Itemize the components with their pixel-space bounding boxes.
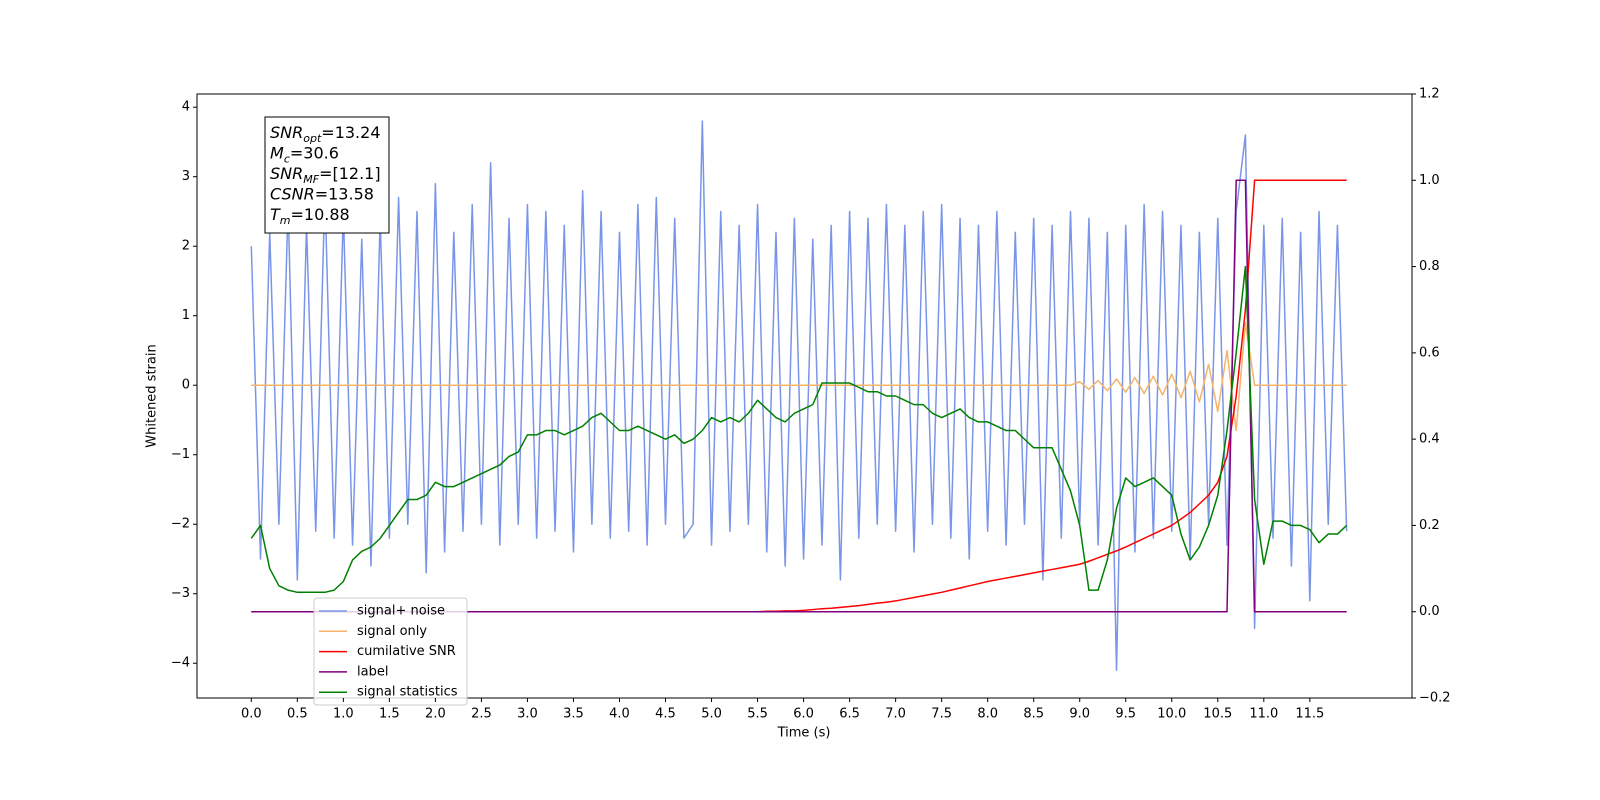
- annotation: SNRopt=13.24Mc=30.6SNRMF=[12.1]CSNR=13.5…: [270, 123, 381, 227]
- x-tick-label: 8.0: [977, 707, 998, 722]
- y-tick-label: −3: [171, 586, 190, 601]
- y-tick-label: −2: [171, 517, 190, 532]
- annotation-subscript: c: [284, 153, 290, 166]
- x-tick-label: 1.0: [333, 707, 354, 722]
- annotation-subscript: opt: [303, 132, 322, 145]
- x-tick-label: 0.0: [241, 707, 262, 722]
- x-tick-label: 5.0: [701, 707, 722, 722]
- legend: signal+ noise signal only cumilative SNR la…: [319, 604, 458, 700]
- annotation-symbol: M: [270, 144, 284, 163]
- annotation-line: CSNR=13.58: [270, 185, 374, 204]
- annotation-symbol: CSNR: [270, 185, 315, 204]
- series-line: [250, 265, 1348, 594]
- x-tick-label: 3.0: [517, 707, 538, 722]
- annotation-value: =[12.1]: [319, 164, 381, 183]
- y2-tick-label: 0.4: [1419, 432, 1440, 447]
- annotation-line: Tm=10.88: [270, 205, 350, 227]
- legend-box: [313, 597, 468, 706]
- annotation-box: [264, 116, 390, 234]
- x-tick-label: 9.5: [1115, 707, 1136, 722]
- y-tick-label: 0: [182, 378, 190, 393]
- y2-tick-label: 0.2: [1419, 518, 1440, 533]
- annotation-line: SNRMF=[12.1]: [270, 164, 381, 186]
- x-tick-label: 11.0: [1249, 707, 1278, 722]
- annotation-symbol: T: [270, 205, 281, 224]
- x-tick-label: 10.0: [1157, 707, 1186, 722]
- plot-area: [250, 120, 1348, 671]
- series-line: [251, 321, 1347, 432]
- annotation-value: =13.24: [321, 123, 380, 142]
- y2-tick-label: 1.2: [1419, 87, 1440, 102]
- y-tick-label: −1: [171, 447, 190, 462]
- y2-tick-label: 0.0: [1419, 604, 1440, 619]
- annotation-value: =10.88: [291, 205, 350, 224]
- x-tick-label: 11.5: [1295, 707, 1324, 722]
- legend-label: label: [357, 664, 388, 679]
- x-tick-label: 3.5: [563, 707, 584, 722]
- y-tick-label: 2: [182, 239, 190, 254]
- annotation-value: =30.6: [290, 144, 339, 163]
- axes-frame: [196, 93, 1413, 699]
- x-tick-label: 4.0: [609, 707, 630, 722]
- y-axis-label: Whitened strain: [145, 344, 160, 447]
- annotation-subscript: m: [280, 214, 291, 227]
- x-tick-label: 7.0: [885, 707, 906, 722]
- y-tick-label: 4: [182, 100, 190, 115]
- annotation-value: =13.58: [315, 185, 374, 204]
- annotation-symbol: SNR: [270, 123, 303, 142]
- x-tick-label: 0.5: [287, 707, 308, 722]
- legend-label: signal+ noise: [357, 604, 445, 619]
- x-tick-label: 8.5: [1023, 707, 1044, 722]
- x-tick-label: 5.5: [747, 707, 768, 722]
- y2-tick-label: 0.6: [1419, 345, 1440, 360]
- y-tick-label: 1: [182, 308, 190, 323]
- x-tick-label: 9.0: [1069, 707, 1090, 722]
- series-line: [250, 120, 1348, 671]
- annotation-line: SNRopt=13.24: [270, 123, 381, 145]
- x-tick-label: 2.5: [471, 707, 492, 722]
- y2-tick-label: −0.2: [1419, 691, 1451, 706]
- y-tick-label: 3: [182, 169, 190, 184]
- x-tick-label: 6.0: [793, 707, 814, 722]
- x-axis-label: Time (s): [777, 726, 831, 741]
- annotation-line: Mc=30.6: [270, 144, 339, 166]
- x-tick-label: 6.5: [839, 707, 860, 722]
- annotation-subscript: MF: [303, 173, 319, 186]
- legend-label: cumilative SNR: [357, 644, 456, 659]
- annotation-symbol: SNR: [270, 164, 303, 183]
- legend-label: signal statistics: [357, 685, 458, 700]
- y2-tick-label: 0.8: [1419, 259, 1440, 274]
- x-tick-label: 4.5: [655, 707, 676, 722]
- y-tick-label: −4: [171, 656, 190, 671]
- x-tick-label: 2.0: [425, 707, 446, 722]
- x-tick-label: 7.5: [931, 707, 952, 722]
- legend-label: signal only: [357, 624, 427, 639]
- x-tick-label: 1.5: [379, 707, 400, 722]
- y2-tick-label: 1.0: [1419, 173, 1440, 188]
- x-tick-label: 10.5: [1203, 707, 1232, 722]
